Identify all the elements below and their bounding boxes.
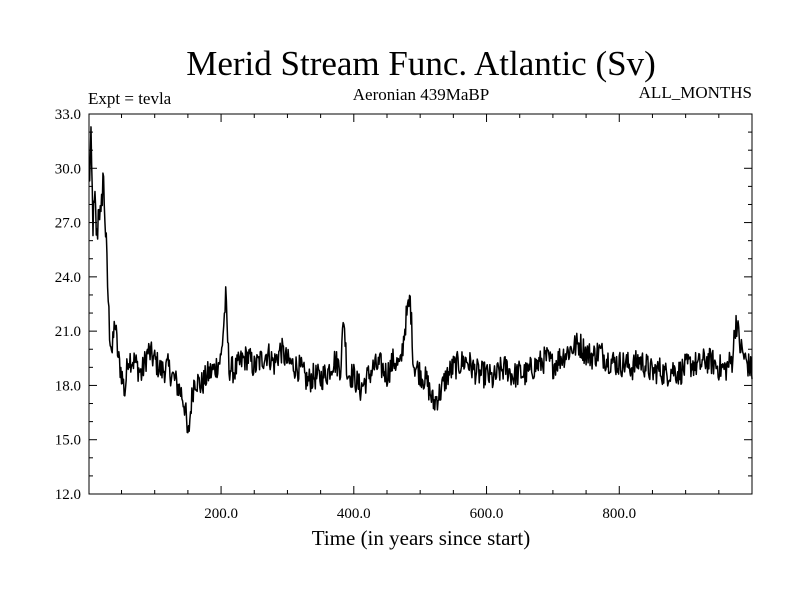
subtitle-center: Aeronian 439MaBP [353, 85, 489, 104]
y-tick-label: 21.0 [55, 324, 81, 340]
subtitle-left: Expt = tevla [88, 89, 172, 108]
x-axis-label: Time (in years since start) [312, 526, 531, 550]
y-tick-label: 33.0 [55, 107, 81, 123]
y-tick-label: 15.0 [55, 433, 81, 449]
plot-frame [88, 113, 753, 495]
x-tick-labels: 200.0 400.0 600.0 800.0 [204, 506, 636, 522]
x-tick-label: 400.0 [337, 506, 371, 522]
y-tick-label: 27.0 [55, 216, 81, 232]
y-tick-labels: 12.0 15.0 18.0 21.0 24.0 27.0 30.0 33.0 [55, 107, 81, 503]
x-tick-label: 200.0 [204, 506, 238, 522]
y-tick-label: 24.0 [55, 270, 81, 286]
y-tick-label: 30.0 [55, 161, 81, 177]
x-tick-label: 800.0 [602, 506, 636, 522]
series-line [88, 126, 753, 434]
subtitle-right: ALL_MONTHS [639, 83, 752, 102]
x-tick-label: 600.0 [470, 506, 504, 522]
chart-title: Merid Stream Func. Atlantic (Sv) [186, 44, 656, 83]
tick-marks [89, 113, 752, 495]
y-tick-label: 12.0 [55, 487, 81, 503]
y-tick-label: 18.0 [55, 378, 81, 394]
